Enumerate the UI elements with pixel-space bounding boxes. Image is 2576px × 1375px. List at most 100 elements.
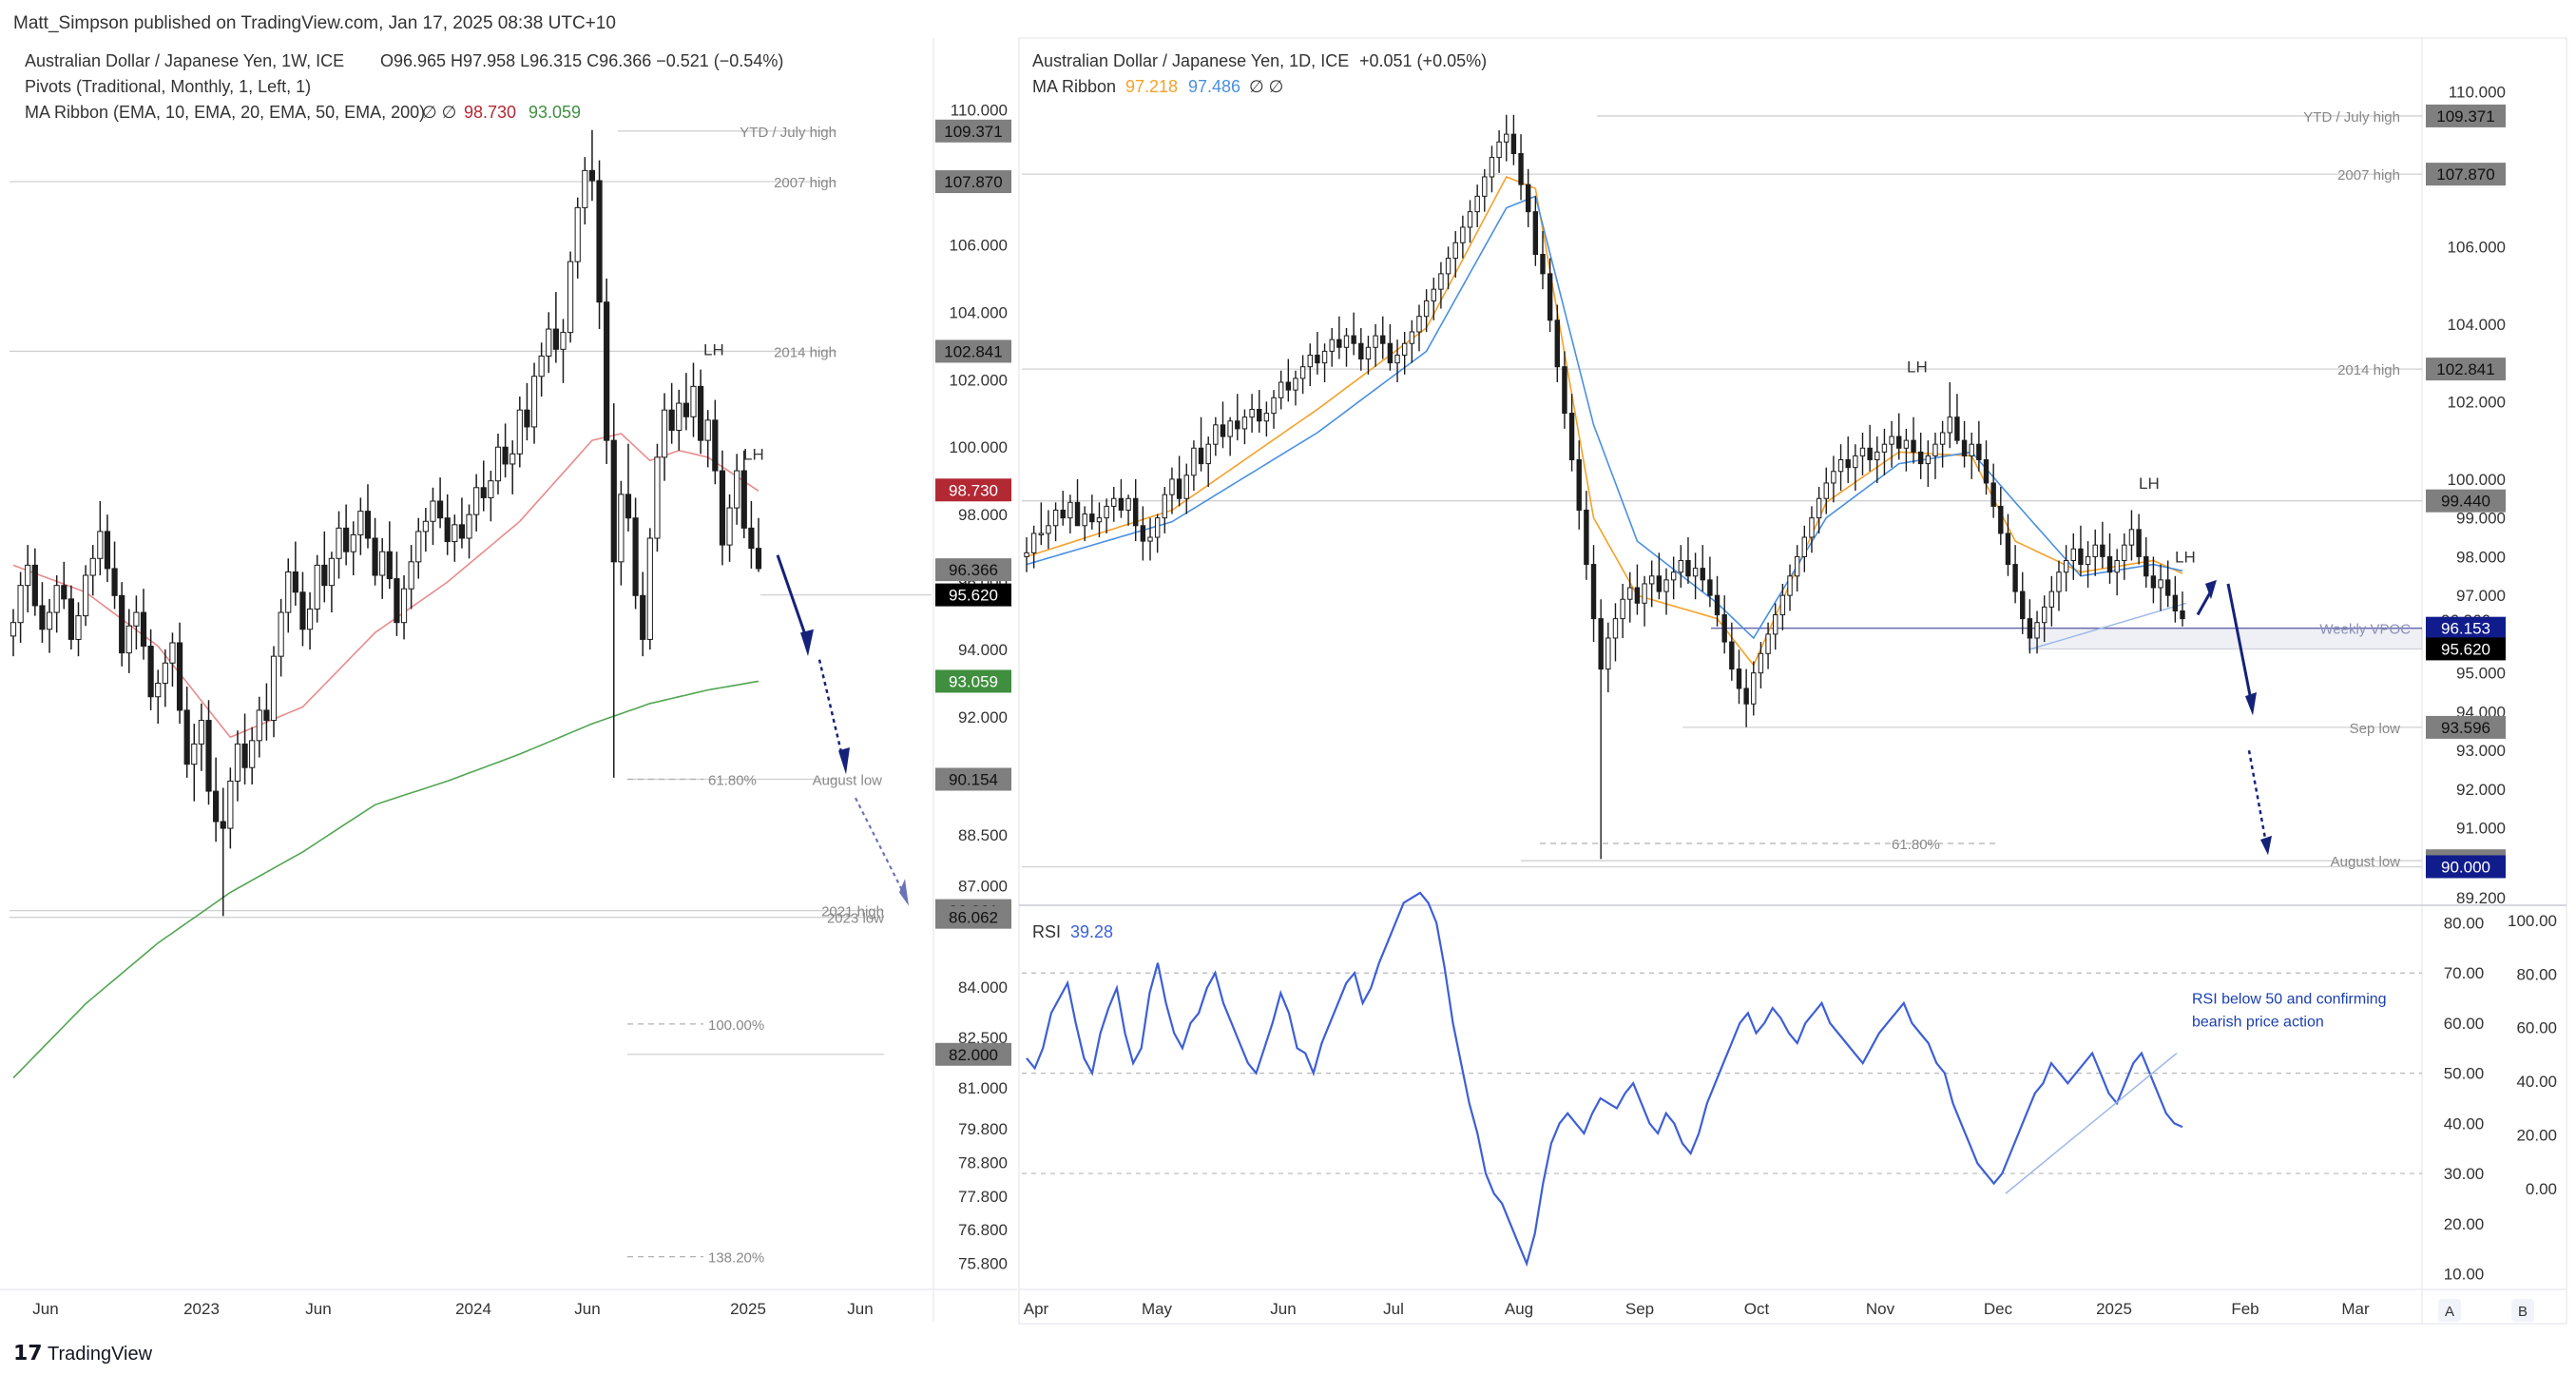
right-candle <box>1809 506 1815 553</box>
right-candle-body <box>1315 354 1320 364</box>
left-candle-body <box>473 487 480 515</box>
right-candle-body <box>1052 509 1059 527</box>
left-candle <box>430 487 436 546</box>
right-candle <box>1147 517 1153 561</box>
left-candle <box>278 598 284 677</box>
right-candle-body <box>1213 424 1219 445</box>
left-candle <box>17 571 24 643</box>
left-candle-body <box>25 564 31 587</box>
right-candle-body <box>2158 579 2163 589</box>
left-candle-body <box>350 533 356 552</box>
left-candle-body <box>357 511 364 535</box>
right-candle <box>1947 381 1952 449</box>
rsi-y-tick-left: 20.00 <box>2444 1215 2485 1233</box>
left-candle <box>61 561 67 610</box>
right-candle-body <box>1162 494 1168 519</box>
right-candle-body <box>1837 459 1844 473</box>
right-candle <box>1482 168 1488 212</box>
right-x-tick: Mar <box>2341 1300 2370 1318</box>
right-candle-body <box>1074 501 1081 527</box>
left-candle-body <box>140 611 147 648</box>
right-candle-body <box>1409 331 1415 344</box>
right-candle <box>1169 467 1175 514</box>
right-candle-body <box>1329 339 1335 352</box>
left-candle-body <box>618 494 625 563</box>
right-candle <box>1656 552 1663 600</box>
right-candle-body <box>1874 451 1880 461</box>
right-candle <box>1642 575 1647 627</box>
left-candle-body <box>740 470 747 529</box>
right-ma-slow-line <box>1026 195 2183 640</box>
left-candle <box>748 500 755 569</box>
left-candle-body <box>704 419 711 441</box>
right-candle-body <box>1859 447 1866 456</box>
left-y-tick: 76.800 <box>958 1221 1008 1239</box>
right-candle-body <box>2085 555 2091 566</box>
left-legend: Australian Dollar / Japanese Yen, 1W, IC… <box>25 51 783 122</box>
left-candle <box>552 292 559 363</box>
right-candle-body <box>1321 350 1328 364</box>
right-candle-body <box>1670 571 1677 581</box>
right-candle <box>1321 343 1328 382</box>
left-candle-body <box>328 557 336 587</box>
left-candle <box>133 595 140 650</box>
left-candle-body <box>466 513 472 539</box>
right-annotation: YTD / July high <box>2303 109 2400 126</box>
right-annotation: LH <box>1907 358 1928 377</box>
right-candle <box>1423 289 1430 333</box>
right-legend: Australian Dollar / Japanese Yen, 1D, IC… <box>1032 51 1487 96</box>
right-candle <box>1278 370 1284 410</box>
right-candle <box>1409 320 1415 363</box>
right-price-label: 99.440 <box>2441 493 2490 511</box>
left-price-label: 90.154 <box>949 771 998 789</box>
left-candle <box>83 565 89 627</box>
left-y-tick: 77.800 <box>958 1188 1008 1206</box>
right-candle <box>1889 420 1894 468</box>
right-candle-body <box>2100 544 2105 557</box>
left-candle <box>31 548 38 616</box>
right-candle <box>1336 316 1342 359</box>
right-candle-body <box>1969 443 1974 456</box>
left-candle <box>502 423 509 478</box>
right-candle <box>1758 642 1764 688</box>
right-candle-body <box>1939 432 1946 445</box>
left-candle <box>46 598 53 653</box>
right-candle-body <box>1235 420 1240 430</box>
right-candle <box>1271 390 1277 429</box>
right-candle <box>1162 487 1168 533</box>
right-candle-body <box>1845 459 1851 469</box>
right-candle-body <box>1976 443 1982 461</box>
left-candle-body <box>299 591 306 630</box>
right-candle <box>1598 599 1604 860</box>
rsi-y-tick-left: 30.00 <box>2444 1165 2485 1183</box>
rsi-y-tick-left: 80.00 <box>2444 915 2485 933</box>
left-price-label-box <box>935 558 1011 582</box>
right-candle <box>1227 416 1233 456</box>
left-candle <box>712 399 719 485</box>
right-candle-body <box>1903 439 1910 449</box>
right-candle-body <box>1060 509 1066 519</box>
right-candle-body <box>1568 413 1575 461</box>
right-candle <box>1074 478 1081 527</box>
right-candle <box>1845 436 1851 483</box>
right-candle-body <box>1896 436 1902 449</box>
left-candle <box>176 622 183 725</box>
right-candle <box>1140 506 1146 561</box>
right-candle-body <box>2122 544 2127 561</box>
right-candle <box>1794 545 1800 592</box>
right-candle <box>1874 436 1880 483</box>
left-candle-body <box>632 517 639 596</box>
right-candle <box>1401 332 1408 375</box>
left-candle <box>588 129 596 202</box>
left-candle <box>646 528 653 650</box>
right-x-tick: Jul <box>1383 1300 1404 1318</box>
left-candle-body <box>444 517 451 543</box>
right-x-tick: Jun <box>1270 1300 1296 1318</box>
rsi-y-tick-left: 60.00 <box>2444 1015 2485 1033</box>
left-candle-body <box>400 588 408 624</box>
left-candle <box>719 450 726 566</box>
left-price-label: 82.000 <box>949 1046 998 1064</box>
right-candle-body <box>1089 513 1095 523</box>
right-candle-body <box>1082 513 1087 527</box>
